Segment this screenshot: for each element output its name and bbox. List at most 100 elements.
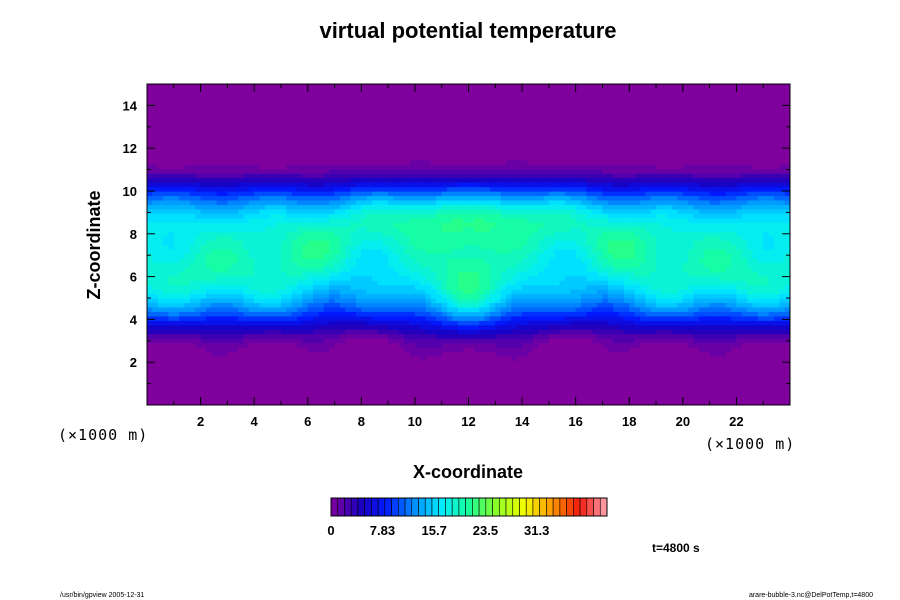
heatmap-cell <box>516 306 523 312</box>
heatmap-cell <box>189 369 196 375</box>
heatmap-cell <box>286 289 293 295</box>
heatmap-cell <box>430 137 437 143</box>
heatmap-cell <box>184 360 191 366</box>
heatmap-cell <box>254 284 261 290</box>
heatmap-cell <box>339 302 346 308</box>
heatmap-cell <box>463 133 470 139</box>
heatmap-cell <box>414 150 421 156</box>
heatmap-cell <box>468 364 475 370</box>
heatmap-cell <box>479 293 486 299</box>
heatmap-cell <box>377 262 384 268</box>
heatmap-cell <box>420 280 427 286</box>
heatmap-cell <box>457 182 464 188</box>
heatmap-cell <box>211 257 218 263</box>
heatmap-cell <box>398 275 405 281</box>
heatmap-cell <box>222 141 228 148</box>
heatmap-cell <box>511 88 518 94</box>
heatmap-cell <box>227 400 234 405</box>
heatmap-cell <box>275 280 282 286</box>
heatmap-cell <box>339 369 346 375</box>
heatmap-cell <box>275 382 282 388</box>
heatmap-cell <box>184 173 191 179</box>
heatmap-cell <box>313 84 320 90</box>
heatmap-cell <box>447 293 454 299</box>
heatmap-cell <box>280 396 287 402</box>
heatmap-cell <box>189 315 196 321</box>
heatmap-cell <box>275 284 282 290</box>
heatmap-cell <box>404 320 411 326</box>
heatmap-cell <box>238 266 245 272</box>
heatmap-cell <box>452 373 459 379</box>
heatmap-cell <box>516 360 523 366</box>
heatmap-cell <box>377 284 384 290</box>
heatmap-cell <box>377 369 384 375</box>
heatmap-cell <box>382 146 389 152</box>
heatmap-cell <box>436 217 443 223</box>
heatmap-cell <box>345 396 352 402</box>
heatmap-cell <box>372 92 379 98</box>
heatmap-cell <box>489 146 496 152</box>
heatmap-cell <box>222 360 228 366</box>
heatmap-cell <box>329 106 336 112</box>
heatmap-cell <box>420 92 427 98</box>
heatmap-cell <box>259 244 266 250</box>
heatmap-cell <box>248 342 255 348</box>
heatmap-cell <box>179 84 186 90</box>
heatmap-cell <box>372 199 379 205</box>
heatmap-cell <box>366 199 373 205</box>
heatmap-cell <box>339 217 346 223</box>
heatmap-cell <box>313 293 320 299</box>
heatmap-cell <box>291 119 298 125</box>
heatmap-cell <box>382 378 389 384</box>
heatmap-cell <box>430 382 437 388</box>
heatmap-cell <box>189 396 196 402</box>
heatmap-cell <box>323 199 330 205</box>
heatmap-cell <box>157 378 164 384</box>
heatmap-cell <box>189 248 196 255</box>
heatmap-cell <box>388 222 395 228</box>
heatmap-cell <box>361 155 368 161</box>
heatmap-cell <box>275 164 282 170</box>
heatmap-cell <box>205 119 212 125</box>
heatmap-cell <box>447 351 454 357</box>
heatmap-cell <box>366 133 373 139</box>
heatmap-cell <box>173 378 180 384</box>
heatmap-cell <box>147 119 153 125</box>
heatmap-field <box>147 84 790 405</box>
heatmap-cell <box>393 168 400 174</box>
heatmap-cell <box>313 88 320 94</box>
heatmap-cell <box>275 146 282 152</box>
heatmap-cell <box>398 306 405 312</box>
heatmap-cell <box>329 204 336 210</box>
heatmap-cell <box>398 396 405 402</box>
heatmap-cell <box>489 360 496 366</box>
heatmap-cell <box>473 231 480 237</box>
heatmap-cell <box>205 387 212 393</box>
heatmap-cell <box>313 204 320 210</box>
heatmap-cell <box>377 186 384 192</box>
heatmap-cell <box>307 391 314 397</box>
heatmap-cell <box>489 106 496 112</box>
heatmap-cell <box>216 226 223 232</box>
heatmap-cell <box>248 106 255 112</box>
heatmap-cell <box>227 159 234 165</box>
heatmap-cell <box>457 222 464 228</box>
heatmap-cell <box>500 280 507 286</box>
heatmap-cell <box>270 266 277 272</box>
heatmap-cell <box>243 298 250 304</box>
heatmap-cell <box>334 141 341 148</box>
heatmap-cell <box>473 213 480 219</box>
heatmap-cell <box>318 133 325 139</box>
heatmap-cell <box>430 306 437 312</box>
heatmap-cell <box>479 244 486 250</box>
heatmap-cell <box>313 257 320 263</box>
heatmap-cell <box>420 253 427 259</box>
heatmap-cell <box>473 342 480 348</box>
heatmap-cell <box>468 396 475 402</box>
heatmap-cell <box>195 106 202 112</box>
heatmap-cell <box>447 396 454 402</box>
heatmap-cell <box>318 248 325 255</box>
heatmap-cell <box>393 128 400 134</box>
heatmap-cell <box>291 257 298 263</box>
heatmap-cell <box>280 338 287 344</box>
